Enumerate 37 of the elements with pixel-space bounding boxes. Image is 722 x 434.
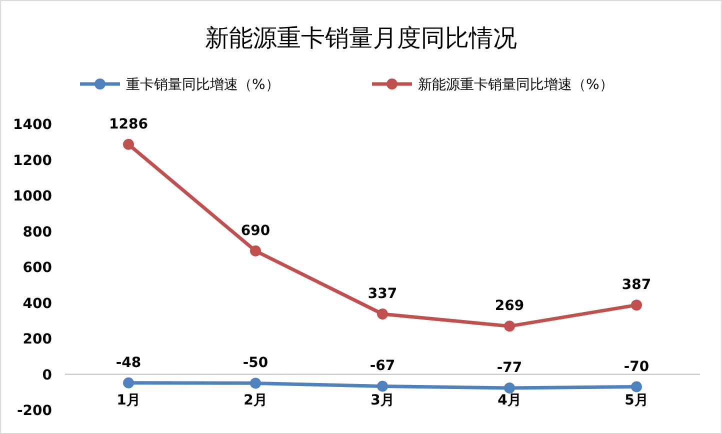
data-label: 387 bbox=[622, 277, 652, 294]
x-tick-label: 2月 bbox=[244, 392, 268, 408]
x-tick-label: 4月 bbox=[498, 392, 522, 408]
y-tick-label: 1200 bbox=[13, 152, 52, 169]
data-label: -70 bbox=[624, 358, 650, 375]
x-tick-label: 1月 bbox=[116, 392, 140, 408]
point bbox=[504, 320, 515, 332]
y-tick-label: 1400 bbox=[13, 117, 52, 133]
legend-label: 新能源重卡销量同比增速（%） bbox=[418, 77, 614, 93]
y-tick-label: 800 bbox=[22, 224, 52, 240]
point bbox=[631, 381, 642, 392]
data-label: -77 bbox=[496, 360, 522, 376]
y-tick-label: 400 bbox=[22, 296, 52, 312]
y-tick-label: 600 bbox=[22, 260, 52, 276]
point bbox=[377, 308, 388, 320]
data-label: -50 bbox=[242, 355, 268, 372]
point bbox=[250, 245, 261, 256]
point bbox=[123, 377, 134, 388]
x-tick-label: 3月 bbox=[370, 392, 394, 408]
y-tick-label: -200 bbox=[16, 403, 52, 419]
y-tick-label: 0 bbox=[42, 367, 52, 384]
y-tick-label: 1000 bbox=[13, 188, 52, 204]
point bbox=[631, 300, 642, 311]
point bbox=[377, 380, 388, 392]
legend-label: 重卡销量同比增速（%） bbox=[126, 77, 280, 93]
data-label: 269 bbox=[494, 298, 524, 314]
point bbox=[250, 378, 261, 389]
data-label: -67 bbox=[370, 358, 396, 374]
point bbox=[504, 382, 515, 394]
data-label: 690 bbox=[240, 222, 270, 239]
y-tick-label: 200 bbox=[22, 332, 52, 348]
point bbox=[123, 138, 134, 150]
x-tick-label: 5月 bbox=[624, 392, 648, 408]
data-label: -48 bbox=[116, 354, 142, 371]
data-label: 1286 bbox=[109, 116, 148, 132]
data-label: 337 bbox=[368, 286, 398, 302]
chart-title: 新能源重卡销量月度同比情况 bbox=[205, 24, 517, 52]
